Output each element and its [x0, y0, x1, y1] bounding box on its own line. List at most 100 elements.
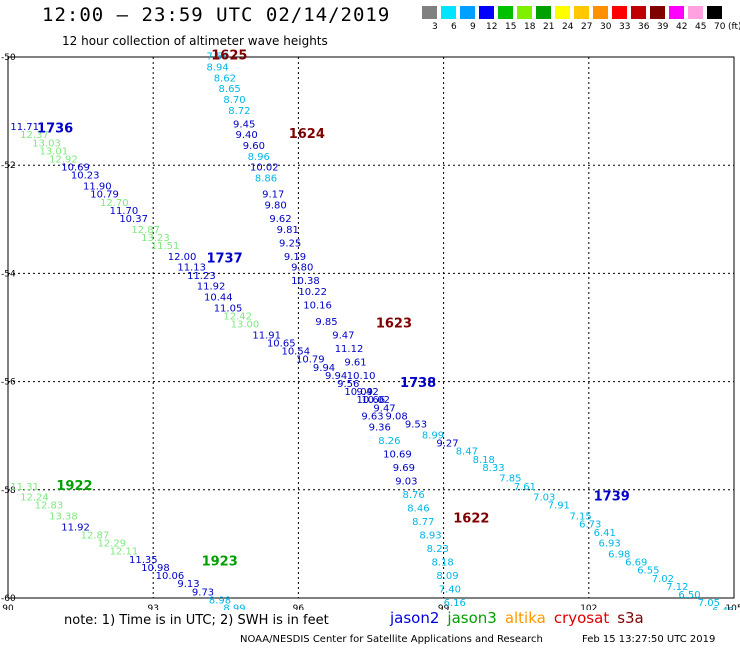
colorbar-label: 45 — [695, 22, 707, 32]
colorbar-label: 3 — [432, 22, 438, 32]
track-value: 7.40 — [439, 585, 461, 596]
colorbar-swatch — [650, 6, 665, 19]
track-value: 9.61 — [344, 357, 366, 368]
lon-tick-label: 99 — [438, 604, 450, 610]
track-value: 12.00 — [168, 252, 197, 263]
track-value: 12.70 — [100, 198, 129, 209]
track-value: 8.77 — [412, 517, 434, 528]
track-value: 10.38 — [291, 276, 320, 287]
pass-label: 1623 — [376, 317, 412, 332]
page-title: 12:00 – 23:59 UTC 02/14/2019 — [42, 4, 391, 26]
pass-label: 1625 — [211, 49, 247, 64]
track-value: 9.63 — [361, 411, 383, 422]
colorbar-label: 36 — [638, 22, 650, 32]
pass-label: 1739 — [594, 490, 630, 505]
track-value: 10.02 — [361, 395, 390, 406]
track-value: 10.44 — [204, 292, 233, 303]
track-value: 8.26 — [378, 436, 400, 447]
colorbar-unit: (ft) — [728, 22, 740, 32]
grid-labels: 90 93 96 99 102 105 -50 -52 -54 -56 -58 -60 — [1, 53, 740, 610]
colorbar-swatch — [593, 6, 608, 19]
colorbar-label: 42 — [676, 22, 688, 32]
track-value: 10.37 — [119, 214, 148, 225]
colorbar-label: 6 — [451, 22, 457, 32]
lon-tick-label: 105 — [725, 604, 740, 610]
track-value: 9.36 — [369, 422, 391, 433]
track-value: 13.03 — [32, 138, 61, 149]
colorbar-swatch — [688, 6, 703, 19]
track-value: 6.69 — [625, 558, 647, 569]
colorbar-label: 9 — [470, 22, 476, 32]
track-value: 7.05 — [698, 598, 720, 609]
track-value: 10.23 — [71, 171, 100, 182]
colorbar-swatch — [574, 6, 589, 19]
track-value: 10.79 — [90, 190, 119, 201]
track-value: 10.09 — [344, 387, 373, 398]
lon-tick-label: 90 — [2, 604, 14, 610]
track-value: 11.91 — [252, 330, 281, 341]
colorbar-swatch — [707, 6, 722, 19]
lat-tick-label: -56 — [1, 378, 16, 388]
track-value: 9.85 — [315, 317, 337, 328]
lat-tick-label: -52 — [1, 161, 16, 171]
track-value: 11.23 — [187, 271, 216, 282]
pass-label: 1922 — [56, 479, 92, 494]
track-value: 11.71 — [10, 122, 39, 133]
colorbar-swatch — [479, 6, 494, 19]
track-value: 10.22 — [298, 287, 327, 298]
track-value: 13.38 — [49, 512, 78, 523]
track-value: 6.93 — [598, 539, 620, 550]
track-value: 8.86 — [255, 173, 277, 184]
track-value: 8.93 — [419, 530, 441, 541]
footer-note: note: 1) Time is in UTC; 2) SWH is in fe… — [64, 613, 329, 628]
colorbar-swatch — [517, 6, 532, 19]
colorbar-label: 33 — [619, 22, 631, 32]
track-value: 7.15 — [569, 512, 591, 523]
track-value: 9.56 — [337, 379, 359, 390]
track-value: 9.45 — [233, 119, 255, 130]
track-value: 12.37 — [20, 130, 49, 141]
colorbar-label: 15 — [505, 22, 517, 32]
track-value: 11.90 — [83, 182, 112, 193]
track-value: 13.00 — [231, 320, 260, 331]
track-value: 8.47 — [456, 447, 478, 458]
pass-labels: 1625 1624 1623 1622 1736 1737 1738 1739 1922 1923 — [37, 49, 630, 570]
track-value: 6.50 — [678, 590, 700, 601]
track-value: 12.24 — [20, 493, 49, 504]
track-value: 12.87 — [81, 530, 110, 541]
track-value: 9.80 — [265, 200, 287, 211]
colorbar-swatch — [441, 6, 456, 19]
track-value: 6.41 — [594, 528, 616, 539]
legend-altika: altika — [504, 609, 546, 627]
track-value: 9.69 — [393, 463, 415, 474]
track-value: 11.13 — [177, 263, 206, 274]
track-value: 9.40 — [235, 130, 257, 141]
track-value: 10.79 — [296, 355, 325, 366]
colorbar-swatch — [612, 6, 627, 19]
track-value: 9.80 — [291, 263, 313, 274]
track-value: 9.81 — [277, 225, 299, 236]
track-value: 10.06 — [156, 571, 185, 582]
track-value: 13.01 — [39, 146, 68, 157]
track-value: 6.55 — [637, 566, 659, 577]
track-value: 9.60 — [243, 141, 265, 152]
track-value: 11.12 — [335, 344, 364, 355]
track-value: 8.18 — [432, 558, 454, 569]
track-value: 9.08 — [386, 411, 408, 422]
track-value: 11.31 — [10, 482, 39, 493]
lat-tick-label: -50 — [1, 53, 16, 63]
colorbar-swatch — [536, 6, 551, 19]
page-subtitle: 12 hour collection of altimeter wave hei… — [62, 34, 328, 48]
colorbar-label: 21 — [543, 22, 555, 32]
legend-jason2: jason2 — [390, 609, 440, 627]
lon-tick-label: 96 — [293, 604, 305, 610]
track-value: 10.10 — [347, 371, 376, 382]
track-value: 12.87 — [131, 225, 160, 236]
pass-label: 1624 — [289, 127, 325, 142]
track-value: 9.13 — [177, 579, 199, 590]
colorbar-label: 30 — [600, 22, 612, 32]
track-value: 8.09 — [436, 571, 458, 582]
colorbar-label: 27 — [581, 22, 593, 32]
track-value: 9.17 — [262, 190, 284, 201]
track-value: 8.96 — [248, 152, 270, 163]
